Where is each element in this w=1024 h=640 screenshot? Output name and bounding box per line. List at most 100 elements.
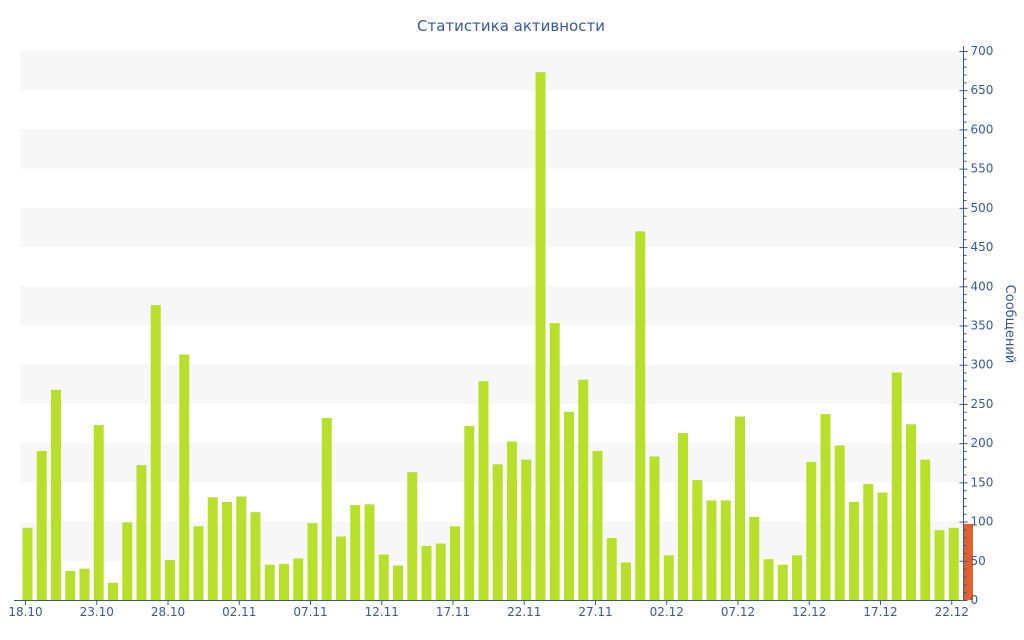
bar-29.10[interactable]	[179, 354, 190, 600]
bar-15.11[interactable]	[421, 545, 432, 600]
y-axis: 0 50 100 150 200 250 300 350 400 450 500 550 600 650 7…	[959, 44, 994, 607]
bar-07.11[interactable]	[307, 523, 318, 600]
bar-21.10[interactable]	[65, 570, 76, 600]
bar-21.11[interactable]	[507, 441, 517, 600]
bar-22.12[interactable]	[948, 527, 959, 600]
bar-05.11[interactable]	[279, 563, 289, 600]
bar-08.12[interactable]	[749, 516, 760, 600]
x-tick-label: 17.12	[863, 605, 897, 619]
bar-19.11[interactable]	[478, 381, 489, 600]
bar-02.11[interactable]	[236, 496, 247, 600]
bar-13.11[interactable]	[393, 565, 403, 600]
y-tick-label: 0	[971, 593, 979, 607]
y-tick-label: 300	[971, 358, 994, 372]
y-tick-label: 450	[971, 240, 994, 254]
bar-01.12[interactable]	[649, 456, 660, 600]
bar-02.12[interactable]	[663, 555, 674, 600]
chart-title: Статистика активности	[417, 17, 605, 35]
bar-13.12[interactable]	[820, 414, 831, 600]
bar-03.11[interactable]	[250, 512, 261, 600]
bar-05.12[interactable]	[706, 500, 717, 600]
bar-09.12[interactable]	[763, 559, 774, 600]
y-tick-label: 600	[971, 122, 994, 136]
x-axis: 18.10 23.10 28.10 02.11 07.11 12.11 17.11 22.11…	[8, 600, 969, 619]
y-tick-label: 250	[971, 397, 994, 411]
grid-band	[20, 207, 963, 248]
grid-band	[20, 364, 963, 404]
bar-30.10[interactable]	[193, 526, 204, 600]
bar-19.10[interactable]	[36, 450, 47, 600]
bar-23.10[interactable]	[93, 425, 104, 600]
bar-04.12[interactable]	[692, 480, 703, 600]
bar-23.12[interactable]	[963, 523, 973, 600]
bar-25.10[interactable]	[122, 522, 133, 600]
bar-20.12[interactable]	[920, 459, 931, 600]
x-tick-label: 23.10	[80, 605, 114, 619]
bar-14.12[interactable]	[834, 445, 845, 601]
bar-18.10[interactable]	[22, 527, 33, 600]
grid-bands	[20, 51, 963, 561]
bar-09.11[interactable]	[336, 536, 346, 600]
bar-19.12[interactable]	[906, 424, 916, 600]
bar-16.12[interactable]	[863, 483, 874, 600]
bar-29.11[interactable]	[621, 562, 631, 600]
bar-10.11[interactable]	[350, 505, 361, 600]
x-tick-label: 02.11	[222, 605, 256, 619]
bar-17.11[interactable]	[450, 526, 460, 600]
x-tick-label: 17.11	[436, 605, 470, 619]
bar-31.10[interactable]	[207, 497, 218, 600]
bar-17.12[interactable]	[877, 492, 888, 600]
bar-26.10[interactable]	[136, 465, 147, 600]
y-tick-label: 400	[971, 279, 994, 293]
bar-08.11[interactable]	[321, 418, 332, 600]
x-tick-label: 22.12	[935, 605, 969, 619]
bar-25.11[interactable]	[564, 411, 574, 600]
bar-23.11[interactable]	[535, 72, 546, 601]
bar-27.11[interactable]	[592, 450, 603, 600]
bar-20.11[interactable]	[492, 464, 503, 600]
bar-18.11[interactable]	[464, 425, 475, 600]
bar-28.10[interactable]	[165, 560, 175, 600]
bar-22.10[interactable]	[79, 568, 90, 600]
bar-16.11[interactable]	[435, 543, 446, 600]
bar-12.12[interactable]	[806, 461, 817, 600]
bar-26.11[interactable]	[578, 379, 589, 600]
bar-28.11[interactable]	[606, 538, 617, 600]
y-tick-label: 200	[971, 436, 994, 450]
y-tick-label: 50	[971, 554, 986, 568]
bar-22.11[interactable]	[521, 459, 532, 600]
bar-07.12[interactable]	[735, 416, 745, 600]
bar-01.11[interactable]	[222, 501, 232, 600]
bar-06.12[interactable]	[720, 500, 731, 600]
bar-03.12[interactable]	[678, 432, 688, 600]
bar-10.12[interactable]	[777, 564, 788, 600]
bar-24.11[interactable]	[549, 323, 560, 600]
bar-24.10[interactable]	[108, 582, 118, 600]
y-axis-title: Сообщений	[1002, 285, 1017, 364]
bars	[22, 72, 973, 601]
x-tick-label: 22.11	[507, 605, 541, 619]
bar-11.11[interactable]	[364, 504, 375, 600]
bar-06.11[interactable]	[293, 558, 304, 600]
bar-20.10[interactable]	[51, 389, 61, 600]
x-tick-label: 27.11	[578, 605, 612, 619]
x-tick-label: 18.10	[8, 605, 42, 619]
grid-band	[20, 51, 963, 91]
x-tick-label: 02.12	[650, 605, 684, 619]
bar-30.11[interactable]	[635, 231, 646, 600]
bar-12.11[interactable]	[378, 554, 389, 600]
y-tick-label: 100	[971, 515, 994, 529]
bar-21.12[interactable]	[934, 530, 945, 600]
y-tick-label: 500	[971, 201, 994, 215]
bar-15.12[interactable]	[849, 501, 859, 600]
bar-27.10[interactable]	[150, 305, 161, 600]
y-tick-label: 700	[971, 44, 994, 58]
bar-14.11[interactable]	[407, 472, 418, 600]
bar-18.12[interactable]	[891, 372, 902, 600]
grid-band	[20, 129, 963, 169]
bar-11.12[interactable]	[792, 555, 802, 600]
x-tick-label: 12.11	[365, 605, 399, 619]
grid-band	[20, 521, 963, 561]
bar-04.11[interactable]	[264, 564, 275, 600]
